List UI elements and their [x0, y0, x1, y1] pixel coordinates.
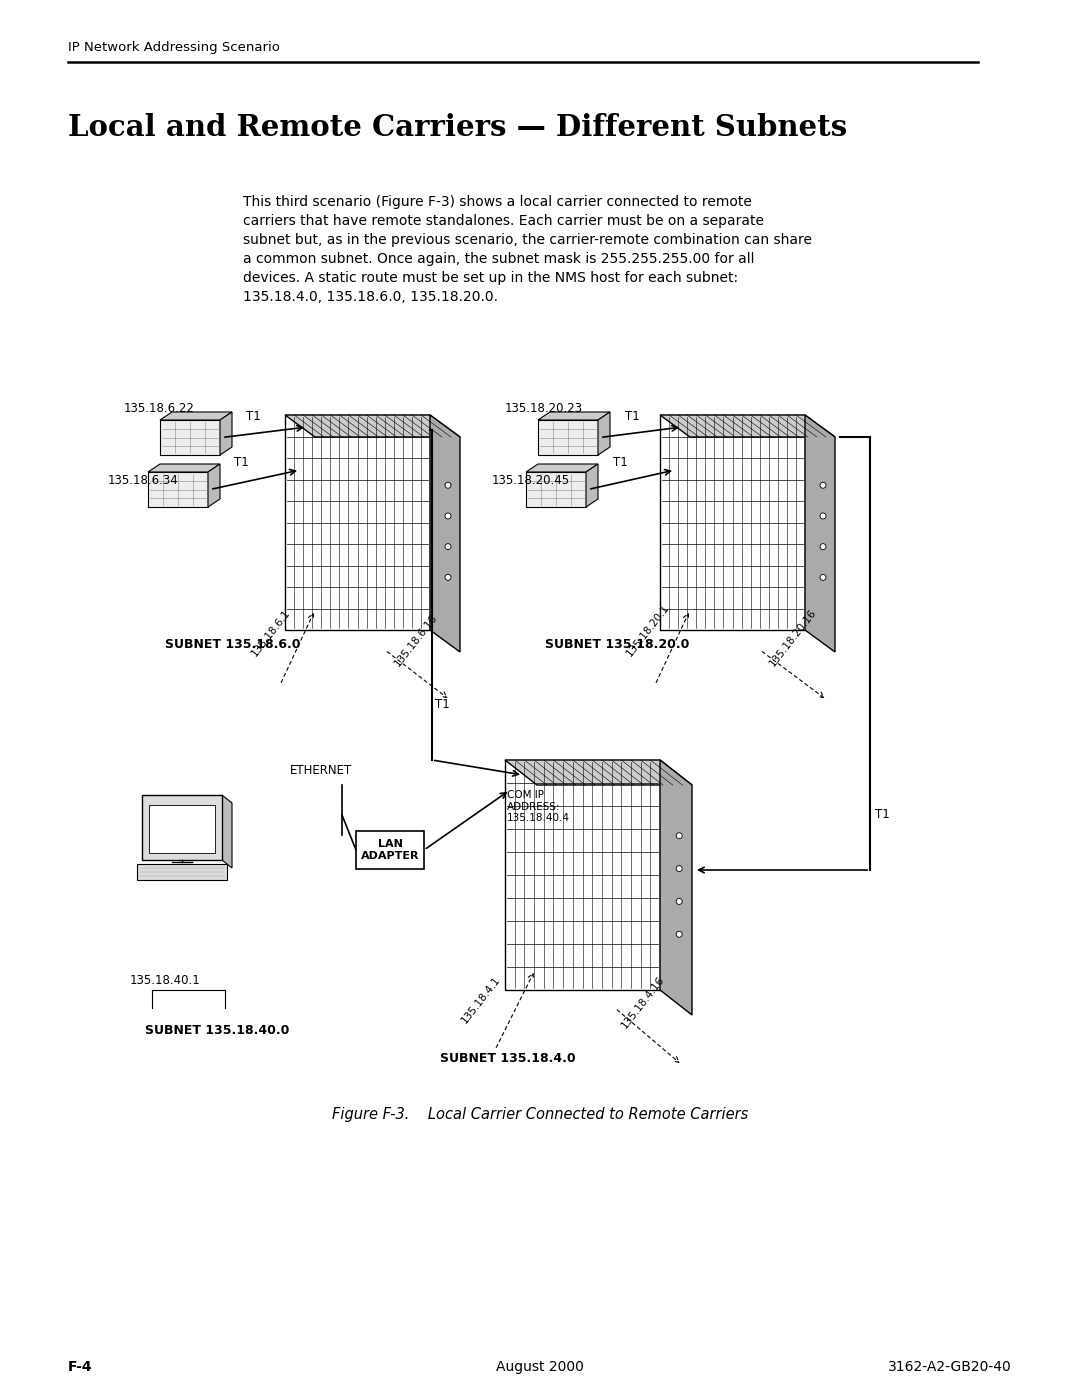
Polygon shape	[220, 412, 232, 455]
Polygon shape	[285, 415, 460, 437]
Text: Figure F-3.    Local Carrier Connected to Remote Carriers: Figure F-3. Local Carrier Connected to R…	[332, 1108, 748, 1123]
Bar	[149, 805, 215, 854]
Text: T1: T1	[234, 455, 248, 468]
Polygon shape	[526, 464, 598, 472]
Circle shape	[676, 833, 683, 838]
Text: 135.18.6.1: 135.18.6.1	[249, 608, 293, 658]
Text: T1: T1	[613, 455, 627, 468]
Text: 135.18.20.1: 135.18.20.1	[625, 602, 672, 658]
Text: SUBNET 135.18.40.0: SUBNET 135.18.40.0	[145, 1024, 289, 1037]
Circle shape	[445, 574, 451, 580]
Polygon shape	[208, 464, 220, 507]
Text: F-4: F-4	[68, 1361, 93, 1375]
Polygon shape	[598, 412, 610, 455]
Polygon shape	[586, 464, 598, 507]
Text: Local and Remote Carriers — Different Subnets: Local and Remote Carriers — Different Su…	[68, 113, 847, 142]
Polygon shape	[285, 415, 430, 630]
Text: COM IP
ADDRESS:
135.18.40.4: COM IP ADDRESS: 135.18.40.4	[507, 789, 570, 823]
Circle shape	[676, 898, 683, 904]
Circle shape	[820, 543, 826, 549]
Text: 3162-A2-GB20-40: 3162-A2-GB20-40	[888, 1361, 1012, 1375]
Bar	[356, 831, 424, 869]
Text: subnet but, as in the previous scenario, the carrier-remote combination can shar: subnet but, as in the previous scenario,…	[243, 233, 812, 247]
Polygon shape	[660, 760, 692, 1016]
Polygon shape	[148, 464, 220, 472]
Text: 135.18.20.23: 135.18.20.23	[505, 401, 583, 415]
FancyBboxPatch shape	[141, 795, 222, 861]
Circle shape	[445, 513, 451, 518]
Text: 135.18.40.1: 135.18.40.1	[130, 974, 201, 986]
Text: 135.18.20.16: 135.18.20.16	[768, 606, 819, 668]
Text: 135.18.6.16: 135.18.6.16	[393, 612, 440, 668]
Polygon shape	[660, 415, 805, 630]
Text: 135.18.4.16: 135.18.4.16	[620, 974, 666, 1030]
Polygon shape	[538, 420, 598, 455]
Circle shape	[676, 932, 683, 937]
Text: SUBNET 135.18.6.0: SUBNET 135.18.6.0	[165, 638, 300, 651]
Circle shape	[820, 574, 826, 580]
Text: a common subnet. Once again, the subnet mask is 255.255.255.00 for all: a common subnet. Once again, the subnet …	[243, 251, 755, 265]
Circle shape	[445, 543, 451, 549]
Text: devices. A static route must be set up in the NMS host for each subnet:: devices. A static route must be set up i…	[243, 271, 738, 285]
Polygon shape	[660, 415, 835, 437]
Text: ETHERNET: ETHERNET	[291, 764, 352, 777]
Text: T1: T1	[435, 698, 449, 711]
Polygon shape	[538, 412, 610, 420]
Polygon shape	[430, 415, 460, 652]
Text: LAN
ADAPTER: LAN ADAPTER	[361, 840, 419, 861]
Text: carriers that have remote standalones. Each carrier must be on a separate: carriers that have remote standalones. E…	[243, 214, 764, 228]
Text: 135.18.20.45: 135.18.20.45	[492, 474, 570, 486]
Polygon shape	[222, 795, 232, 868]
Polygon shape	[160, 412, 232, 420]
Polygon shape	[505, 760, 692, 785]
Circle shape	[445, 482, 451, 488]
Text: 135.18.6.22: 135.18.6.22	[124, 401, 194, 415]
Text: T1: T1	[246, 409, 260, 422]
Circle shape	[820, 482, 826, 488]
Text: T1: T1	[625, 409, 639, 422]
Text: 135.18.6.34: 135.18.6.34	[108, 474, 179, 486]
Text: SUBNET 135.18.20.0: SUBNET 135.18.20.0	[545, 638, 689, 651]
Polygon shape	[526, 472, 586, 507]
Polygon shape	[148, 472, 208, 507]
Text: SUBNET 135.18.4.0: SUBNET 135.18.4.0	[440, 1052, 576, 1065]
Text: This third scenario (Figure F-3) shows a local carrier connected to remote: This third scenario (Figure F-3) shows a…	[243, 196, 752, 210]
Polygon shape	[505, 760, 660, 990]
FancyBboxPatch shape	[137, 863, 227, 880]
Polygon shape	[805, 415, 835, 652]
Text: August 2000: August 2000	[496, 1361, 584, 1375]
Text: 135.18.4.1: 135.18.4.1	[460, 974, 502, 1025]
Text: 135.18.4.0, 135.18.6.0, 135.18.20.0.: 135.18.4.0, 135.18.6.0, 135.18.20.0.	[243, 291, 498, 305]
Text: T1: T1	[875, 809, 890, 821]
Text: IP Network Addressing Scenario: IP Network Addressing Scenario	[68, 42, 280, 54]
Circle shape	[820, 513, 826, 518]
Polygon shape	[160, 420, 220, 455]
Circle shape	[676, 866, 683, 872]
